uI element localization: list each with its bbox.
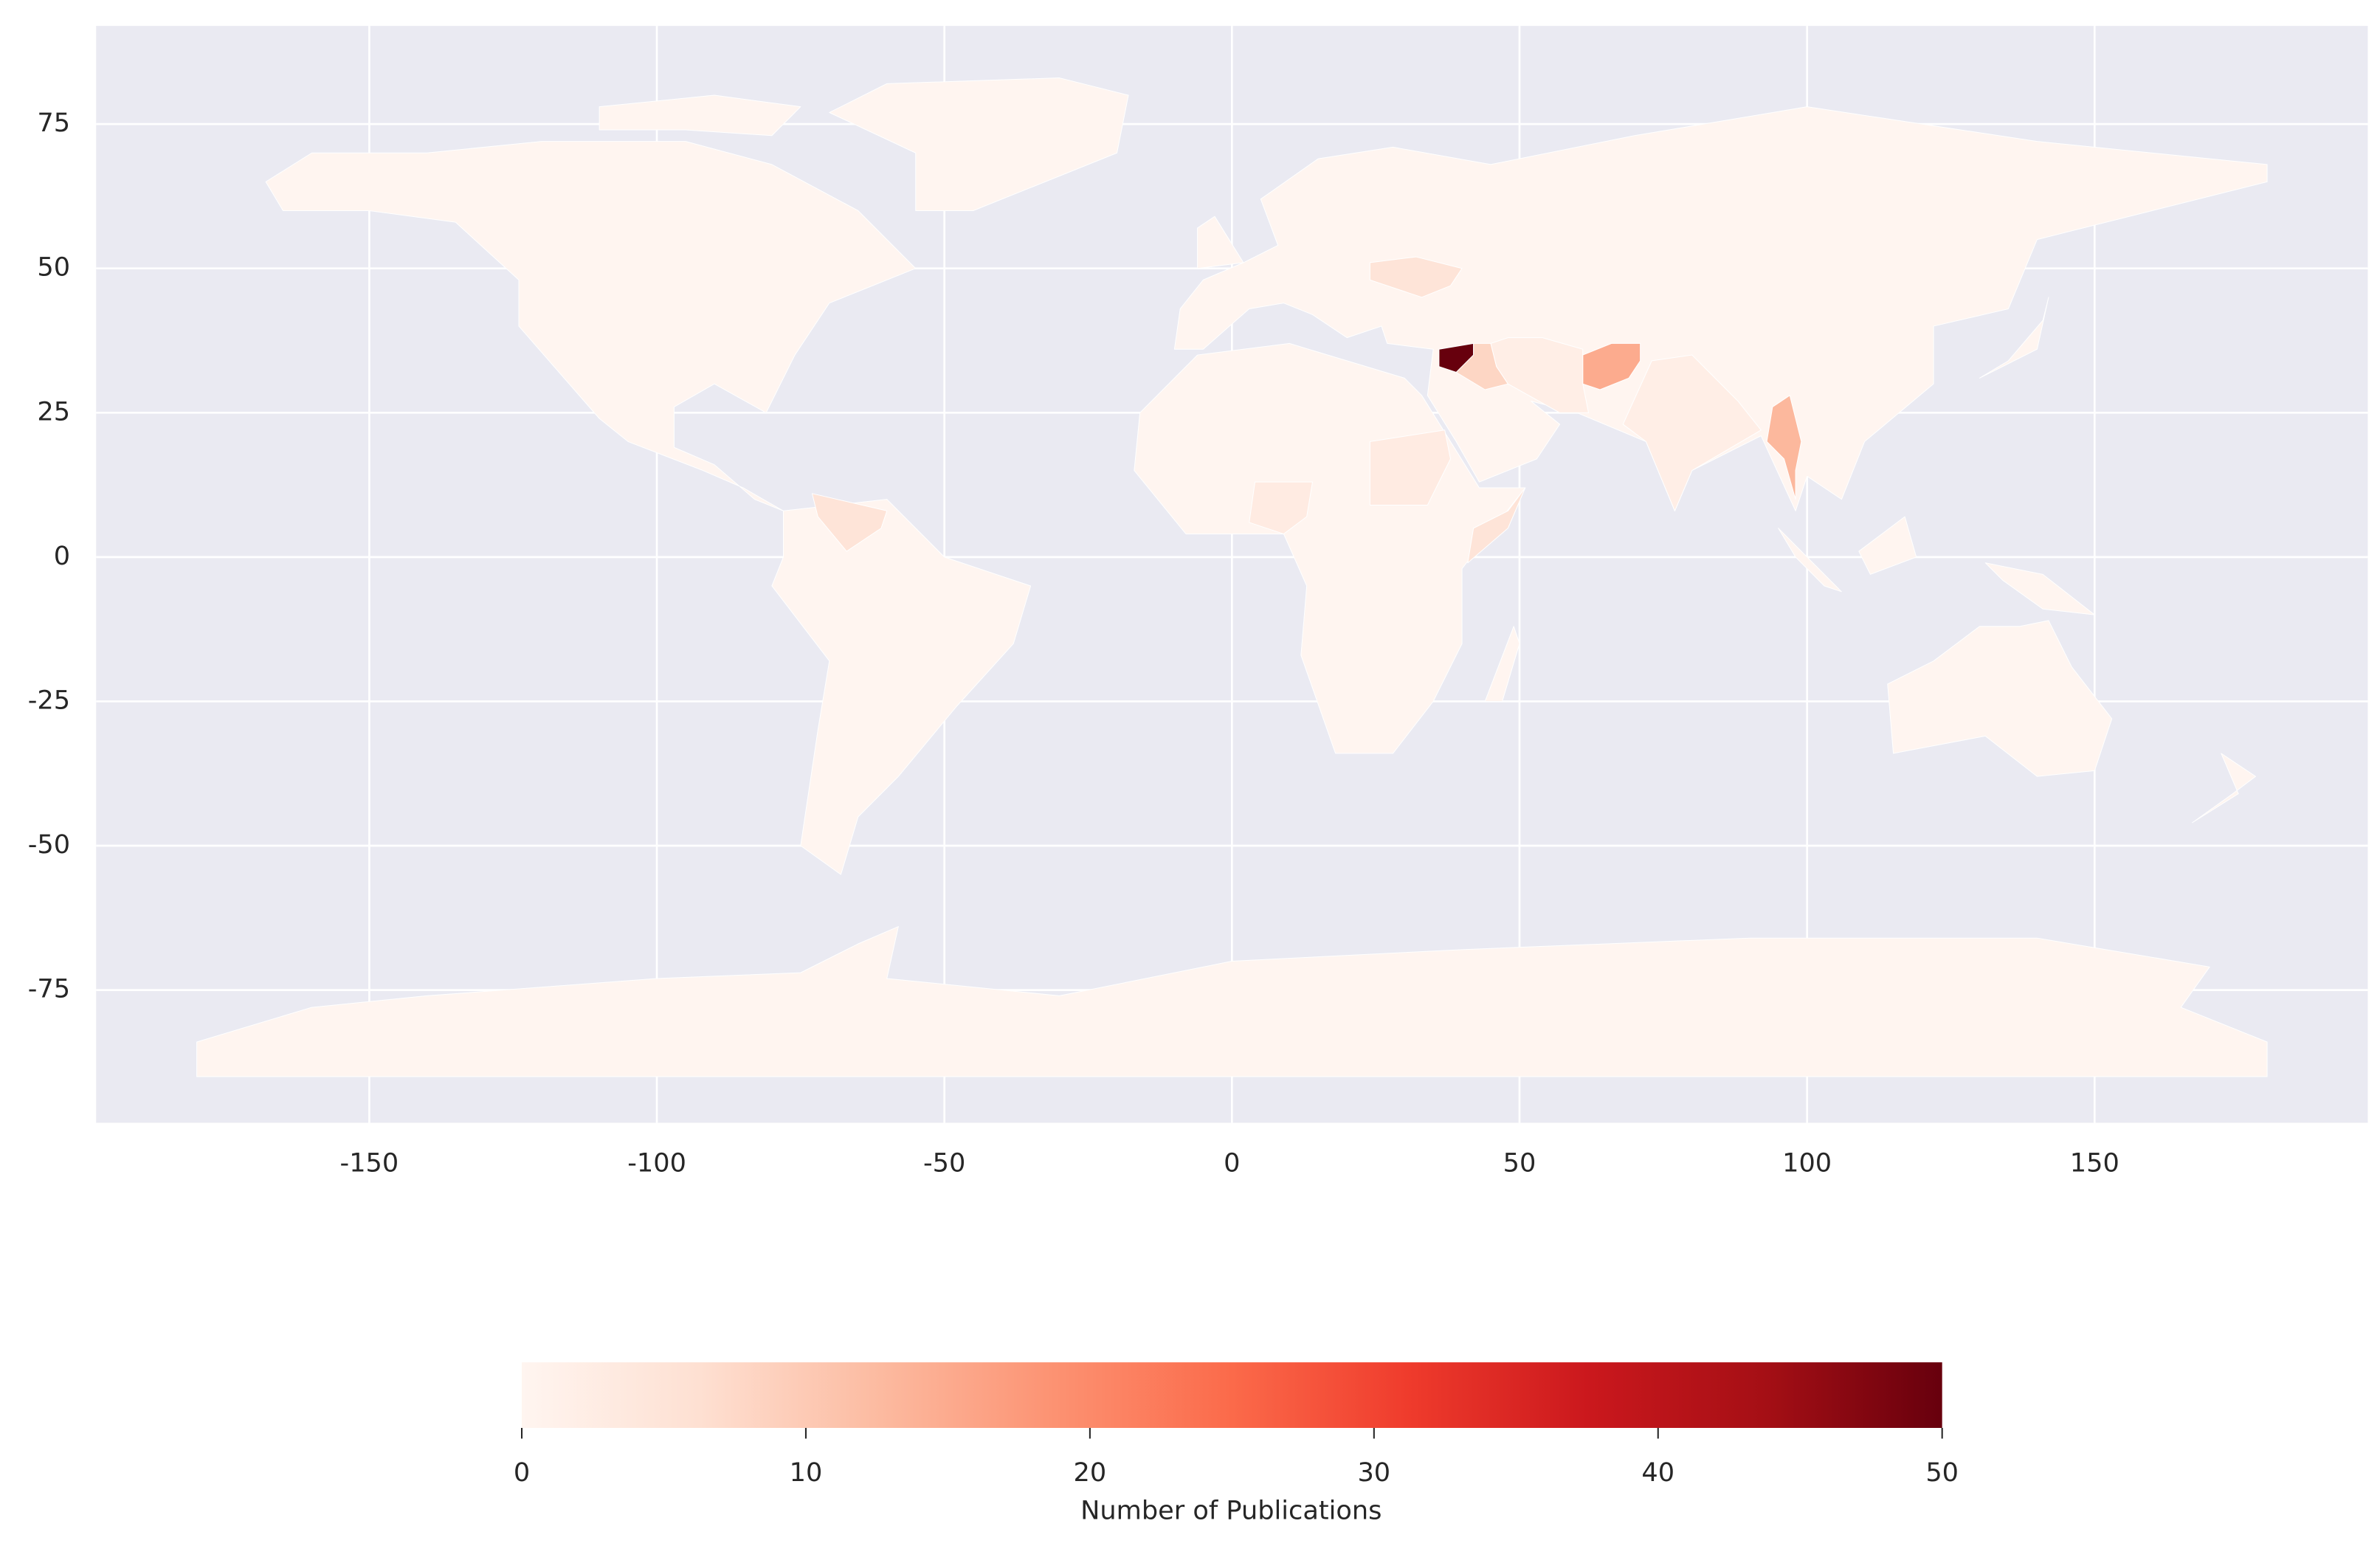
colorbar-tick-label: 40 — [1641, 1457, 1674, 1488]
colorbar-tick-label: 0 — [514, 1457, 530, 1488]
land — [772, 500, 1031, 875]
map — [197, 78, 2267, 1077]
land — [2193, 753, 2256, 823]
land — [1198, 216, 1244, 268]
region — [1249, 482, 1313, 534]
y-tick-label: 75 — [37, 108, 70, 138]
land — [266, 142, 916, 511]
land — [1888, 621, 2112, 776]
land — [829, 78, 1128, 211]
colorbar-ticks: 0 10 20 30 40 50 — [514, 1427, 1959, 1488]
y-tick-label: 0 — [54, 541, 70, 571]
land — [1485, 627, 1520, 702]
land — [1979, 297, 2049, 379]
y-tick-label: 25 — [37, 396, 70, 427]
region — [1623, 355, 1761, 511]
land — [197, 927, 2267, 1077]
region — [812, 494, 886, 551]
land — [197, 78, 2267, 1077]
regions — [812, 257, 1801, 563]
land — [1779, 528, 1842, 592]
land — [1859, 517, 1917, 574]
land — [599, 95, 801, 136]
y-tick-label: -25 — [28, 685, 70, 715]
x-tick-label: 100 — [1782, 1148, 1832, 1178]
y-tick-label: -50 — [28, 829, 70, 860]
region — [1767, 396, 1801, 500]
x-tick-label: -50 — [923, 1148, 965, 1178]
axes: -150 -100 -50 0 50 100 150 -75 -50 -25 0 25 50 75 — [28, 108, 2119, 1178]
x-tick-label: 150 — [2070, 1148, 2119, 1178]
colorbar-tick-label: 20 — [1074, 1457, 1107, 1488]
region — [1370, 430, 1450, 505]
region — [1491, 338, 1588, 413]
colorbar-label: Number of Publications — [1080, 1496, 1382, 1526]
region — [1370, 257, 1462, 297]
colorbar-tick-label: 10 — [790, 1457, 823, 1488]
colorbar-tick-label: 50 — [1925, 1457, 1959, 1488]
x-tick-label: 50 — [1503, 1148, 1536, 1178]
y-tick-label: -75 — [28, 974, 70, 1004]
x-tick-label: -100 — [627, 1148, 686, 1178]
land — [1985, 563, 2094, 615]
x-tick-label: -150 — [340, 1148, 399, 1178]
y-tick-label: 50 — [37, 252, 70, 283]
colorbar — [522, 1362, 1942, 1428]
x-tick-label: 0 — [1224, 1148, 1240, 1178]
land — [1174, 107, 2267, 511]
region — [1583, 343, 1641, 390]
colorbar-tick-label: 30 — [1357, 1457, 1390, 1488]
region — [1468, 488, 1525, 563]
